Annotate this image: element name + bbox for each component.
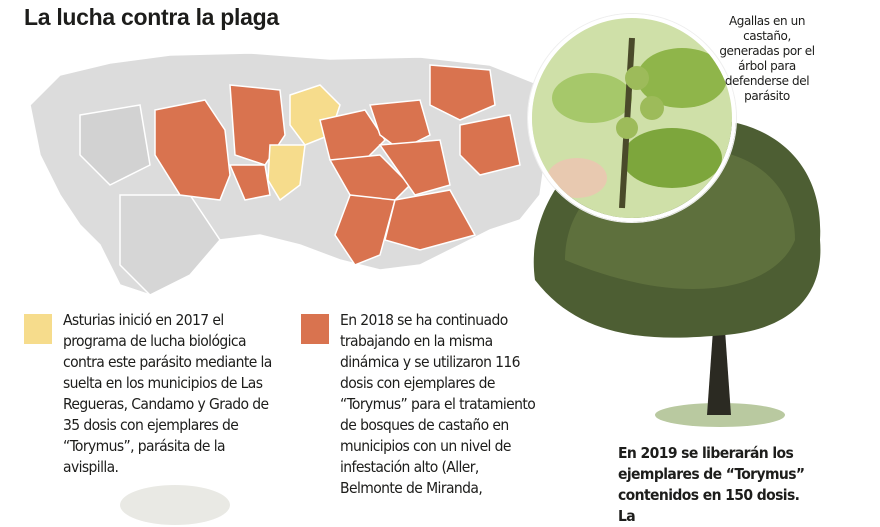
map-region-orange [384,189,477,251]
decorative-shape [120,485,230,525]
legend-swatch-yellow [24,314,52,344]
footer-text-2019: En 2019 se liberarán los ejemplares de “… [618,444,805,525]
map-region-orange [429,64,496,121]
photo-caption: Agallas en un castaño, generadas por el … [719,14,815,103]
map-region-orange [378,139,451,196]
map-region-orange [319,109,386,166]
legend-swatch-orange [301,314,329,344]
legend-text-2017: Asturias inició en 2017 el programa de l… [63,311,272,476]
map-region-orange [228,164,271,201]
legend-text-2018: En 2018 se ha continuado trabajando en l… [340,311,536,497]
asturias-municipalities-map [29,52,551,296]
map-region-orange [154,99,231,201]
map-region-orange [328,154,412,206]
map-region-gray [79,104,151,186]
map-region-yellow [267,144,306,202]
map-region-orange [334,194,396,266]
map-region-orange [459,114,521,176]
page-title: La lucha contra la plaga [24,4,279,30]
chestnut-galls-photo [528,14,736,222]
